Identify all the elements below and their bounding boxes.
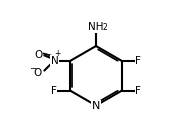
Text: F: F bbox=[135, 56, 141, 66]
Text: −: − bbox=[29, 63, 37, 72]
Text: F: F bbox=[51, 86, 57, 96]
Text: 2: 2 bbox=[102, 23, 107, 32]
Text: NH: NH bbox=[88, 22, 104, 32]
Text: F: F bbox=[135, 86, 141, 96]
Text: O: O bbox=[34, 68, 42, 78]
Text: +: + bbox=[55, 49, 61, 58]
Text: O: O bbox=[34, 51, 43, 60]
Text: N: N bbox=[51, 56, 59, 66]
Text: N: N bbox=[92, 100, 100, 111]
